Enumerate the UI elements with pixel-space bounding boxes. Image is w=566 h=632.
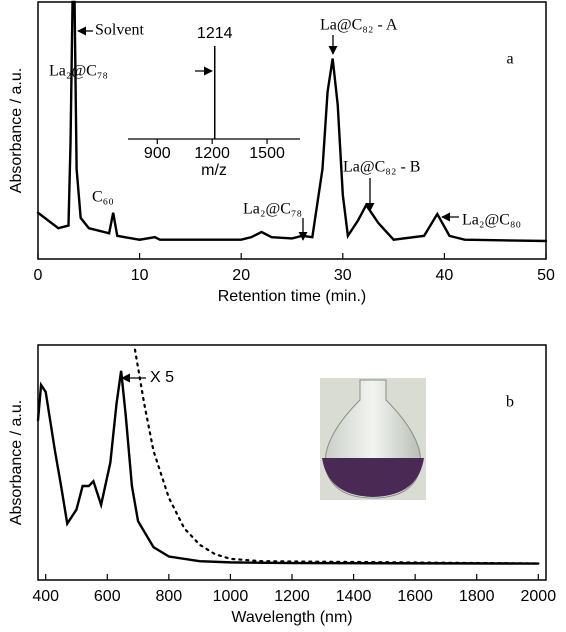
annotation: La@C₈₂ - A [320,17,398,34]
plot-frame [37,1,547,260]
x-tick-label: 1200 [274,588,310,605]
x-tick-label: 1400 [336,588,372,605]
y-axis-label: Absorbance / a.u. [8,68,25,193]
peak-label: 1214 [197,25,233,42]
panel-label: b [506,394,514,411]
x-tick-label: 1000 [213,588,249,605]
x-tick-label: 1800 [459,588,495,605]
plot-frame [37,344,547,581]
x-tick-label: 800 [155,588,182,605]
x-tick-label: 900 [144,145,171,162]
x-axis-label: Retention time (min.) [218,288,367,305]
annotation: La@C₈₂ - B [343,159,420,176]
x-tick-label: 40 [436,267,454,284]
data-line [36,0,548,243]
panel-label: a [506,51,513,68]
annotation: La₂@C₇₈ [49,63,108,80]
annotation: Solvent [95,22,144,39]
x-axis-label: Wavelength (nm) [231,609,352,626]
x-tick-label: 400 [32,588,59,605]
x-tick-label: 1600 [397,588,433,605]
x-tick-label: 2000 [521,588,557,605]
x-tick-label: 1500 [249,145,285,162]
x-tick-label: 1200 [194,145,230,162]
x-tick-label: 10 [131,267,149,284]
flask-photo [320,378,426,500]
data-line [133,348,540,565]
x-axis-label: m/z [201,162,227,179]
x-tick-label: 600 [94,588,121,605]
data-line [36,370,540,565]
annotation: X 5 [150,369,174,386]
x-tick-label: 50 [537,267,555,284]
annotation: C₆₀ [92,189,114,206]
x-tick-label: 0 [34,267,43,284]
annotation: La₂@C₈₀ [462,212,521,229]
annotation: La₂@C₇₈ [243,201,302,218]
x-tick-label: 30 [334,267,352,284]
y-axis-label: Absorbance / a.u. [8,400,25,525]
x-tick-label: 20 [232,267,250,284]
